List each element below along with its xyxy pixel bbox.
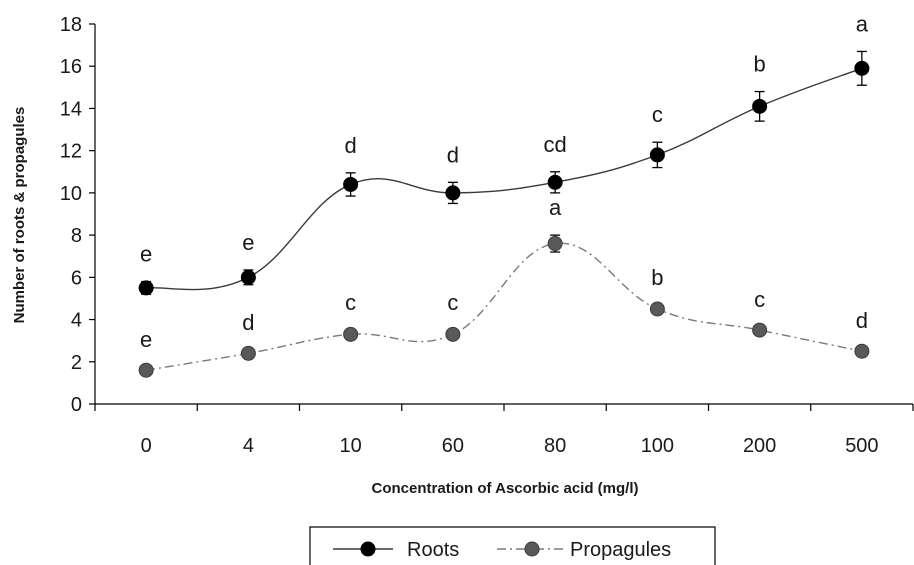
significance-label-propagules: a [549,195,562,220]
significance-label-roots: b [754,52,766,77]
y-tick-label: 14 [60,98,82,120]
y-tick-label: 10 [60,183,82,205]
y-tick-label: 12 [60,141,82,163]
series-line-roots [146,67,863,291]
significance-label-roots: e [140,242,152,267]
y-tick-label: 6 [71,267,82,289]
significance-label-roots: c [652,102,663,127]
data-point-propagules [854,343,870,359]
significance-label-propagules: c [754,287,765,312]
significance-label-propagules: d [242,310,254,335]
y-tick-label: 18 [60,14,82,36]
significance-label-roots: d [447,142,459,167]
data-point-propagules [752,322,768,338]
legend: Roots Propagules [309,526,716,565]
data-point-roots [752,98,768,114]
data-point-roots [445,185,461,201]
legend-label-roots: Roots [407,539,459,561]
data-point-roots [138,280,154,296]
chart-axes [94,24,913,405]
y-tick-label: 16 [60,56,82,78]
x-tick-label: 200 [743,435,776,457]
legend-marker-roots [360,541,376,557]
significance-label-propagules: e [140,327,152,352]
significance-label-propagules: c [345,290,356,315]
significance-label-roots: e [242,230,254,255]
data-point-propagules [138,362,154,378]
significance-label-propagules: c [447,290,458,315]
y-axis-title: Number of roots & propagules [11,107,28,324]
y-axis-ticks: 0 2 4 6 8 10 12 14 16 18 [60,14,95,416]
data-point-propagules [445,326,461,342]
legend-box [309,526,716,565]
significance-label-roots: d [345,133,357,158]
x-axis-ticks: 0 4 10 60 80 100 200 500 [94,404,914,457]
data-point-propagules [240,345,256,361]
y-tick-label: 0 [71,394,82,416]
y-tick-label: 4 [71,310,82,332]
x-tick-label: 60 [442,435,464,457]
data-point-roots [854,60,870,76]
y-tick-label: 8 [71,225,82,247]
data-point-propagules [649,301,665,317]
significance-label-roots: cd [544,132,567,157]
legend-marker-propagules [524,541,540,557]
significance-label-propagules: d [856,308,868,333]
data-point-roots [343,176,359,192]
x-tick-label: 80 [544,435,566,457]
legend-label-propagules: Propagules [570,539,671,561]
series-roots: e e d d cd c b a [138,11,870,296]
series-propagules: e d c c a b c d [138,195,870,378]
data-point-roots [240,269,256,285]
significance-label-propagules: b [651,265,663,290]
data-point-roots [547,174,563,190]
x-tick-label: 500 [845,435,878,457]
x-tick-label: 0 [141,435,152,457]
data-point-roots [649,147,665,163]
y-tick-label: 2 [71,352,82,374]
x-tick-label: 100 [641,435,674,457]
data-point-propagules [547,236,563,252]
x-tick-label: 10 [340,435,362,457]
significance-label-roots: a [856,11,869,36]
x-tick-label: 4 [243,435,254,457]
x-axis-title: Concentration of Ascorbic acid (mg/l) [372,480,639,497]
data-point-propagules [343,326,359,342]
series-line-propagules [146,242,863,371]
